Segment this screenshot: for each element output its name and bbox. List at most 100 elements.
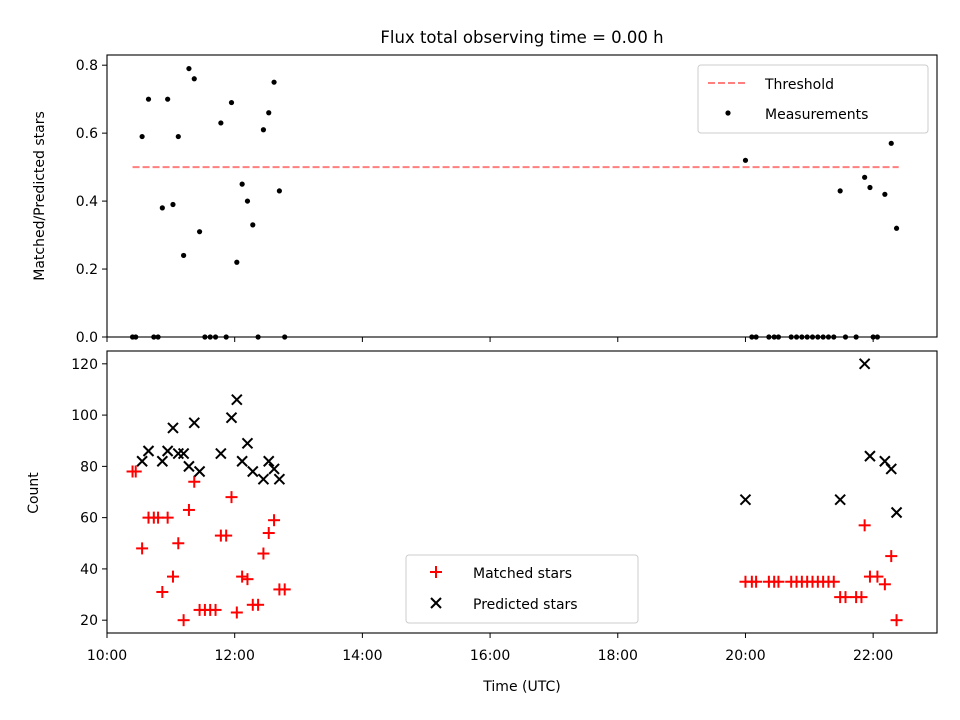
bottom-legend: Matched stars Predicted stars xyxy=(405,554,639,624)
bottom-panel-xlabel: Time (UTC) xyxy=(482,679,560,695)
bottom-xtick-label: 22:00 xyxy=(853,648,893,664)
predicted-star-point xyxy=(183,460,195,473)
predicted-star-point xyxy=(268,463,280,475)
bottom-legend-box xyxy=(405,554,639,624)
legend-threshold-label: Threshold xyxy=(764,77,834,93)
measurement-point xyxy=(867,184,873,191)
predicted-star-point xyxy=(257,473,270,485)
measurement-point xyxy=(250,222,256,228)
measurement-point xyxy=(218,120,224,126)
matched-star-point xyxy=(182,503,195,516)
top-panel-ylabel: Matched/Predicted stars xyxy=(32,111,48,281)
matched-star-point xyxy=(252,598,265,611)
legend-predicted-swatch xyxy=(430,597,442,609)
matched-star-point xyxy=(858,519,871,532)
predicted-star-point xyxy=(890,506,903,519)
measurement-point xyxy=(234,259,240,265)
top-ytick-label: 0.2 xyxy=(76,262,98,278)
bottom-panel-axes: 10:00 12:00 14:00 16:00 18:00 20:00 22:00 20 40 6… xyxy=(71,357,893,664)
measurement-point xyxy=(742,157,749,163)
bottom-panel-ylabel: Count xyxy=(26,472,42,514)
top-legend-box xyxy=(697,64,929,134)
predicted-star-point xyxy=(241,437,254,449)
bottom-panel-marks xyxy=(126,358,903,627)
matched-star-point xyxy=(871,570,884,583)
top-panel-frame xyxy=(106,54,938,338)
measurement-point xyxy=(196,229,203,235)
bottom-ytick-label: 40 xyxy=(80,562,98,578)
matched-star-point xyxy=(278,583,291,596)
matched-star-point xyxy=(209,603,222,616)
predicted-star-point xyxy=(156,455,169,467)
bottom-ytick-label: 20 xyxy=(80,613,98,629)
measurement-point xyxy=(186,65,192,72)
predicted-star-point xyxy=(193,465,206,478)
legend-matched-label: Matched stars xyxy=(473,566,572,582)
matched-star-point xyxy=(225,491,238,504)
measurement-point xyxy=(175,133,181,140)
matched-star-point xyxy=(827,575,840,588)
top-ytick-label: 0.6 xyxy=(76,126,98,142)
chart-title: Flux total observing time = 0.00 h xyxy=(380,28,663,47)
measurement-point xyxy=(276,188,282,194)
measurement-point xyxy=(882,191,888,197)
bottom-xtick-label: 20:00 xyxy=(725,648,765,664)
matched-star-point xyxy=(172,537,185,550)
bottom-xtick-label: 12:00 xyxy=(215,648,255,664)
bottom-xtick-label: 10:00 xyxy=(87,648,127,664)
matched-star-point xyxy=(839,591,852,604)
measurement-point xyxy=(170,201,176,208)
predicted-star-point xyxy=(885,463,897,475)
matched-star-point xyxy=(268,514,281,527)
matched-star-point xyxy=(890,614,903,627)
measurement-point xyxy=(888,140,894,146)
matched-star-point xyxy=(177,614,190,627)
matched-star-point xyxy=(230,606,243,619)
top-ytick-label: 0.0 xyxy=(76,330,98,346)
matched-star-point xyxy=(262,527,275,540)
predicted-star-point xyxy=(236,455,248,467)
matched-star-point xyxy=(772,575,785,588)
matched-star-point xyxy=(241,573,254,586)
legend-measurements-swatch xyxy=(725,110,731,116)
bottom-xtick-label: 18:00 xyxy=(598,648,638,664)
legend-matched-swatch xyxy=(430,566,442,578)
measurement-point xyxy=(837,188,843,194)
bottom-ytick-label: 60 xyxy=(80,511,98,527)
measurement-point xyxy=(271,79,277,85)
predicted-star-point xyxy=(142,445,155,457)
measurement-point xyxy=(862,174,868,180)
bottom-panel-frame xyxy=(106,350,938,634)
bottom-xtick-label: 14:00 xyxy=(342,648,382,664)
measurement-point xyxy=(159,205,165,211)
matched-star-point xyxy=(750,575,763,588)
legend-measurements-label: Measurements xyxy=(765,107,868,123)
predicted-star-point xyxy=(231,394,243,406)
predicted-star-point xyxy=(263,455,275,467)
matched-star-point xyxy=(878,578,891,591)
measurement-point xyxy=(228,99,235,106)
top-panel-marks xyxy=(129,65,900,340)
measurement-point xyxy=(181,252,187,259)
matched-star-point xyxy=(166,570,179,583)
measurement-point xyxy=(893,225,900,231)
measurement-point xyxy=(244,198,251,204)
matched-star-point xyxy=(885,550,898,563)
predicted-star-point xyxy=(739,493,752,506)
matched-star-point xyxy=(129,465,142,478)
predicted-star-point xyxy=(864,450,876,462)
predicted-star-point xyxy=(136,455,148,467)
matched-star-point xyxy=(257,547,270,560)
matched-star-point xyxy=(156,585,169,598)
bottom-xtick-label: 16:00 xyxy=(470,648,510,664)
matched-star-point xyxy=(136,542,149,555)
measurement-point xyxy=(266,110,272,116)
predicted-star-point xyxy=(834,493,846,506)
matched-star-point xyxy=(236,570,249,583)
matched-star-point xyxy=(855,591,868,604)
predicted-star-point xyxy=(225,411,238,424)
bottom-ytick-label: 120 xyxy=(71,357,98,373)
measurement-point xyxy=(191,76,197,82)
measurement-point xyxy=(165,96,171,102)
